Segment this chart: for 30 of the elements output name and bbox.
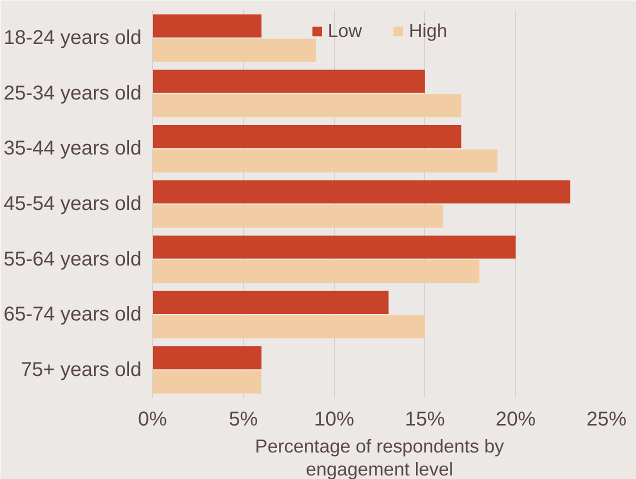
x-tick-label: 0% (138, 408, 168, 430)
bar (152, 14, 262, 38)
bar (152, 290, 389, 314)
x-tick-label: 25% (586, 408, 627, 430)
bar (152, 149, 498, 172)
x-tick-label: 10% (314, 408, 354, 430)
y-tick-label: 45-54 years old (4, 193, 142, 215)
x-tick-label: 15% (404, 408, 446, 430)
y-tick-label: 18-24 years old (4, 27, 142, 50)
bar (152, 38, 316, 62)
bar (152, 70, 425, 93)
x-tick-label: 20% (496, 408, 536, 430)
y-tick-label: 55-64 years old (4, 248, 142, 270)
bar (152, 180, 570, 204)
bar (152, 204, 444, 228)
y-tick-label: 75+ years old (20, 358, 142, 381)
bar (152, 370, 262, 394)
bar (152, 124, 462, 148)
y-tick-label: 25-34 years old (4, 82, 142, 104)
x-tick-label: 5% (228, 408, 258, 430)
bar (152, 346, 262, 370)
legend-label: Low (328, 20, 362, 42)
y-tick-label: 35-44 years old (4, 138, 142, 160)
bar (152, 94, 462, 118)
bar (152, 315, 425, 338)
x-axis-title: Percentage of respondents by engagement level (255, 436, 505, 479)
bar (152, 260, 480, 284)
bar (152, 236, 516, 259)
y-tick-label: 65-74 years old (4, 304, 142, 326)
legend-label: High (408, 20, 448, 42)
